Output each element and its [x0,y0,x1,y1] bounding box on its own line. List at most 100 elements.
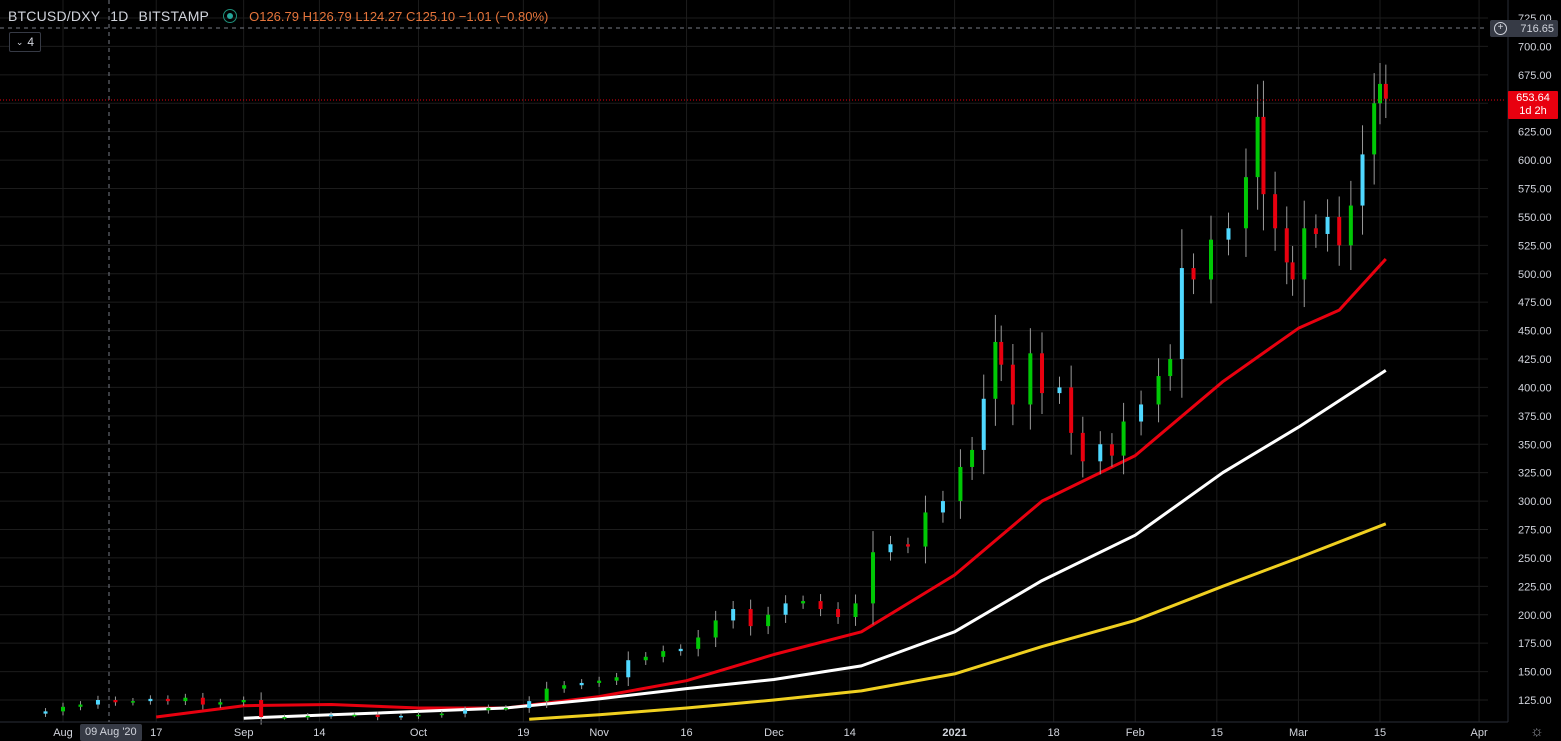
candle-body [113,700,118,703]
candle-body [78,704,83,707]
candle-body [1028,353,1033,405]
candle-body [352,714,357,717]
ohlc-values: O126.79 H126.79 L124.27 C125.10 −1.01 (−… [249,8,549,24]
candle-body [463,710,468,714]
candle-body [43,711,48,714]
ma-line-white [243,369,1387,720]
candle-body [1255,116,1260,178]
candle-body [1156,376,1161,405]
last-price-label: 653.64 1d 2h [1508,91,1558,119]
candle-body [1302,228,1307,280]
candle-body [678,648,683,652]
y-tick-label: 300.00 [1518,496,1552,508]
exchange-label: BITSTAMP [138,8,210,24]
candle-body [940,501,945,513]
symbol-label[interactable]: BTCUSD/DXY [8,8,101,24]
candle-body [148,698,153,702]
candle-body [61,706,65,712]
y-tick-label: 225.00 [1518,581,1552,593]
y-tick-label: 375.00 [1518,411,1552,423]
interval-label[interactable]: 1D [110,8,129,24]
candle-body [1284,228,1289,263]
price-axis[interactable]: 725.00700.00675.00650.00625.00600.00575.… [1507,0,1552,722]
candle-body [1080,432,1085,462]
candle-body [626,660,631,678]
x-tick-label: 15 [1374,727,1386,739]
candle-body [416,714,421,717]
x-tick-label: 15 [1211,727,1223,739]
x-tick-label: Sep [234,727,254,739]
candle-body [1010,364,1015,405]
candle-body [1098,444,1103,462]
x-tick-label: Aug [53,727,73,739]
chevron-down-icon: ⌄ [15,36,24,47]
candle-body [713,620,718,638]
last-price-value: 653.64 [1516,92,1550,104]
candle-body [783,603,788,615]
candles [43,62,1388,725]
candle-body [905,544,910,547]
candle-body [1348,205,1353,246]
candle-body [218,702,223,705]
x-tick-label: Nov [589,727,609,739]
candle-body [398,715,403,718]
candle-body [1209,239,1214,280]
candle-body [282,717,287,719]
candle-body [1226,228,1231,240]
candle-body [579,682,584,686]
y-tick-label: 125.00 [1518,695,1552,707]
add-plus-icon[interactable]: + [1494,22,1507,35]
x-tick-label: 14 [313,727,325,739]
candle-body [1057,387,1062,394]
candle-body [614,677,619,681]
indicators-collapse-button[interactable]: ⌄ 4 [9,32,41,52]
y-tick-label: 625.00 [1518,127,1552,139]
candle-body [1337,216,1342,246]
candle-body [731,609,736,621]
candle-body [1378,83,1382,104]
y-tick-label: 175.00 [1518,638,1552,650]
y-tick-label: 450.00 [1518,326,1552,338]
candle-body [241,700,246,703]
x-tick-label: Dec [764,727,784,739]
candle-body [200,697,205,705]
candle-body [643,656,648,661]
candle-body [1290,262,1295,280]
candle-body [818,601,823,610]
moving-average-lines [156,257,1387,721]
x-tick-label: 2021 [942,727,966,739]
candle-body [1040,353,1045,394]
bar-countdown: 1d 2h [1519,105,1547,117]
indicator-count: 4 [27,35,35,49]
gear-icon[interactable]: ☼ [1530,723,1544,740]
candle-body [748,609,753,627]
x-tick-label: Oct [410,727,427,739]
y-tick-label: 400.00 [1518,382,1552,394]
candle-body [1243,177,1248,229]
candle-body [1273,194,1278,229]
market-status-icon[interactable] [223,9,238,23]
candle-body [1191,268,1196,280]
y-tick-label: 525.00 [1518,240,1552,252]
x-tick-label: 14 [844,727,856,739]
candle-body [95,700,100,705]
crosshair-price-label: + 716.65 [1490,20,1558,37]
y-tick-label: 200.00 [1518,610,1552,622]
y-tick-label: 575.00 [1518,184,1552,196]
y-tick-label: 550.00 [1518,212,1552,224]
candle-body [696,637,701,649]
candle-body [1383,83,1388,99]
y-tick-label: 150.00 [1518,667,1552,679]
candle-body [871,552,876,604]
x-tick-label: Mar [1289,727,1308,739]
y-tick-label: 475.00 [1518,297,1552,309]
candle-body [923,512,928,547]
candle-body [1139,404,1144,422]
candle-body [1121,421,1126,456]
candle-body [165,698,170,702]
candle-body [562,685,567,689]
candle-body [888,544,893,553]
y-tick-label: 600.00 [1518,155,1552,167]
time-axis[interactable]: Aug 17 Sep 14 Oct 19 Nov 16 Dec 14 2021 18 Feb 15 Mar 1… [0,721,1508,739]
